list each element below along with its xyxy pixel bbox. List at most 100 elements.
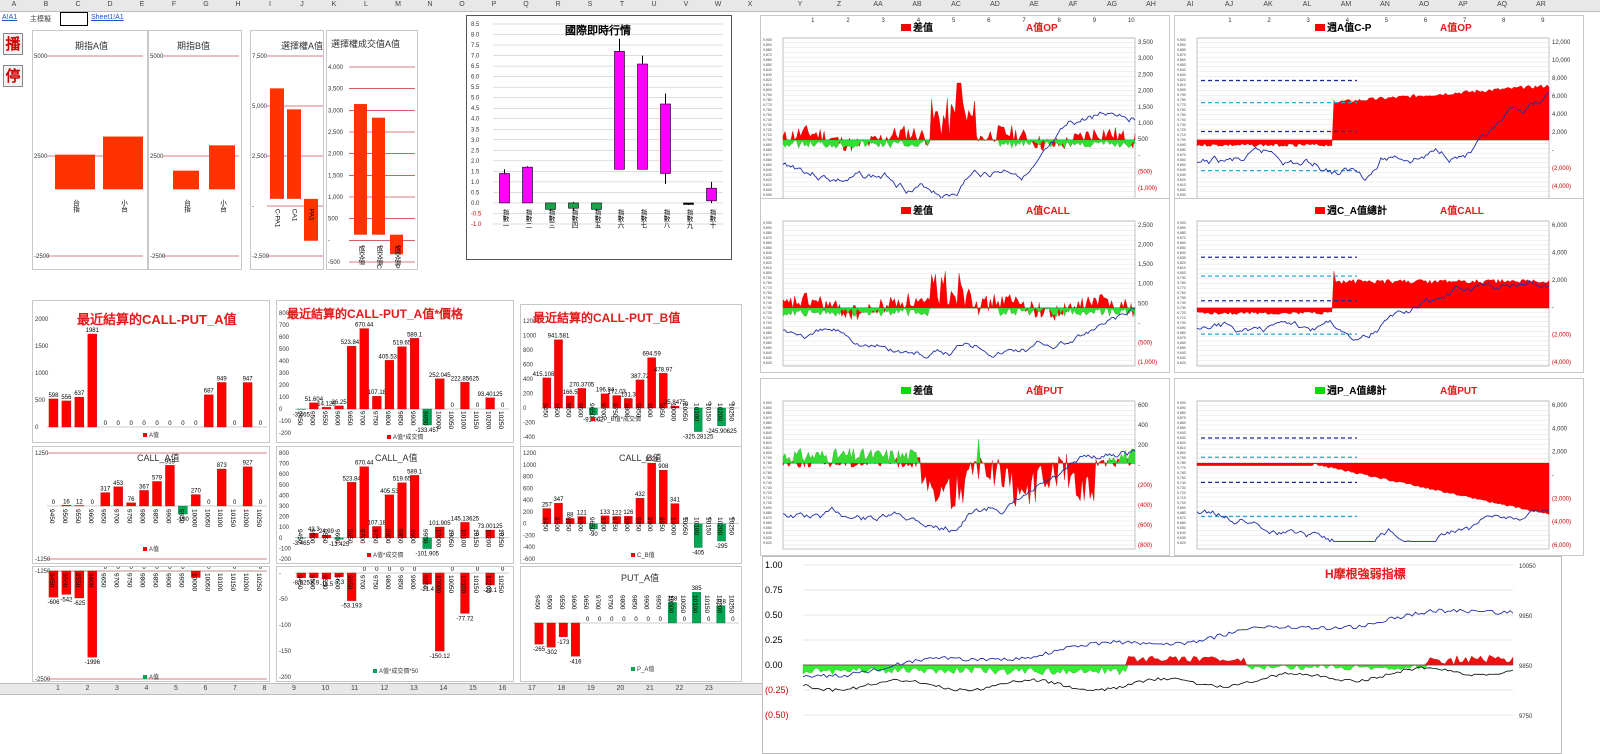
column-letter[interactable]: K xyxy=(331,1,337,8)
column-letter[interactable]: F xyxy=(171,1,177,8)
column-letter[interactable]: W xyxy=(714,1,722,8)
row-number[interactable]: 8 xyxy=(262,685,267,692)
data-label: 121 xyxy=(577,511,588,517)
row-number[interactable]: 14 xyxy=(439,685,448,692)
svg-text:9,850: 9,850 xyxy=(763,63,772,67)
svg-text:9,730: 9,730 xyxy=(763,123,772,127)
column-letter[interactable]: AQ xyxy=(1496,1,1508,8)
row-number[interactable]: 22 xyxy=(675,685,684,692)
column-letter[interactable]: N xyxy=(427,1,433,8)
column-letter[interactable]: M xyxy=(395,1,401,8)
row-number[interactable]: 6 xyxy=(203,685,208,692)
bar xyxy=(100,492,110,507)
row-number[interactable]: 12 xyxy=(380,685,389,692)
row-number[interactable]: 1 xyxy=(56,685,60,692)
category-label: 10050 xyxy=(681,517,688,535)
column-letter[interactable]: AD xyxy=(990,1,1000,8)
column-letter[interactable]: AF xyxy=(1068,1,1078,8)
column-letter[interactable]: G xyxy=(203,1,209,8)
y-tick-label: 500 xyxy=(1138,301,1149,307)
row-number[interactable]: 20 xyxy=(616,685,625,692)
column-letter[interactable]: C xyxy=(75,1,81,8)
column-letter[interactable]: AP xyxy=(1458,1,1468,8)
column-letter[interactable]: Z xyxy=(836,1,842,8)
sheet-link[interactable]: Sheet1!A1 xyxy=(91,14,124,21)
selected-cell[interactable] xyxy=(60,12,88,26)
column-letter[interactable]: D xyxy=(107,1,113,8)
data-label: 341 xyxy=(670,498,681,504)
column-letter[interactable]: AC xyxy=(951,1,961,8)
column-letter[interactable]: X xyxy=(747,1,753,8)
column-letter[interactable]: O xyxy=(459,1,465,8)
column-letter[interactable]: AB xyxy=(912,1,922,8)
column-letter[interactable]: AR xyxy=(1536,1,1546,8)
column-letter[interactable]: L xyxy=(364,1,368,8)
play-button[interactable]: 播 xyxy=(3,33,23,55)
y-tick-label: 2,500 xyxy=(1138,72,1154,78)
row-number[interactable]: 9 xyxy=(292,685,296,692)
column-letter[interactable]: AE xyxy=(1029,1,1039,8)
category-label: 10150 xyxy=(472,411,479,429)
column-letter[interactable]: AO xyxy=(1418,1,1430,8)
column-letter[interactable]: Y xyxy=(797,1,803,8)
column-letter[interactable]: R xyxy=(555,1,561,8)
data-label: 0 xyxy=(233,421,237,427)
column-letter[interactable]: Q xyxy=(523,1,529,8)
row-number[interactable]: 18 xyxy=(557,685,566,692)
column-letter[interactable]: E xyxy=(139,1,145,8)
category-label: 9450 xyxy=(296,575,303,590)
column-letter[interactable]: P xyxy=(491,1,497,8)
column-letter[interactable]: AH xyxy=(1146,1,1156,8)
column-letter[interactable]: AJ xyxy=(1224,1,1234,8)
trend-chart-r1r: 週A值C-P A值OP 12,000 10,000 8,000 6,000 4,000 2,0… xyxy=(1174,15,1584,215)
category-label: 9800 xyxy=(384,529,391,544)
stop-button[interactable]: 停 xyxy=(3,65,23,87)
column-letter[interactable]: AG xyxy=(1106,1,1118,8)
row-number[interactable]: 7 xyxy=(233,685,237,692)
column-letter[interactable]: AN xyxy=(1380,1,1390,8)
row-number[interactable]: 15 xyxy=(469,685,477,692)
category-label: 10200 xyxy=(715,595,722,613)
row-number[interactable]: 5 xyxy=(174,685,178,692)
y-tick-label: (4,000) xyxy=(1552,184,1571,190)
row-number[interactable]: 21 xyxy=(646,685,654,692)
y-tick-label: 1000 xyxy=(35,371,49,377)
y-tick-label: 800 xyxy=(523,475,534,481)
column-letter[interactable]: V xyxy=(683,1,689,8)
name-box[interactable]: A!A1 xyxy=(2,14,18,21)
row-number[interactable]: 19 xyxy=(587,685,595,692)
svg-text:9,830: 9,830 xyxy=(1177,256,1186,260)
column-letter[interactable]: I xyxy=(269,1,271,8)
row-number[interactable]: 3 xyxy=(115,685,119,692)
y-tick-label: (500) xyxy=(1138,170,1152,176)
category-label: 9950 xyxy=(177,573,184,588)
column-letter[interactable]: AM xyxy=(1340,1,1352,8)
row-number[interactable]: 11 xyxy=(351,685,359,692)
bar xyxy=(334,572,344,577)
put-b-plot: -265 9450 -302 9500 -173 9550 -416 9600 0 9650 0 97… xyxy=(533,586,739,673)
row-number[interactable]: 4 xyxy=(144,685,149,692)
row-number[interactable]: 23 xyxy=(705,685,713,692)
svg-text:9,700: 9,700 xyxy=(763,321,772,325)
column-letter[interactable]: H xyxy=(235,1,241,8)
column-letter[interactable]: T xyxy=(619,1,625,8)
column-letter[interactable]: AK xyxy=(1263,1,1273,8)
row-number[interactable]: 13 xyxy=(410,685,418,692)
price-line xyxy=(1196,92,1550,181)
column-letter[interactable]: J xyxy=(300,1,304,8)
column-letter[interactable]: AA xyxy=(873,1,883,8)
row-number[interactable]: 16 xyxy=(498,685,507,692)
column-letter[interactable]: U xyxy=(651,1,657,8)
svg-text:9,620: 9,620 xyxy=(763,361,772,365)
y-tick-label: -50 xyxy=(279,597,288,603)
column-letter[interactable]: S xyxy=(587,1,593,8)
row-number[interactable]: 17 xyxy=(528,685,536,692)
column-letter[interactable]: AL xyxy=(1302,1,1312,8)
column-letter[interactable]: AI xyxy=(1186,1,1194,8)
row-number[interactable]: 10 xyxy=(321,685,330,692)
svg-text:9,780: 9,780 xyxy=(1177,281,1186,285)
column-letter[interactable]: A xyxy=(11,1,17,8)
row-number[interactable]: 2 xyxy=(85,685,90,692)
category-label: 9900 xyxy=(164,573,171,588)
column-letter[interactable]: B xyxy=(43,1,49,8)
